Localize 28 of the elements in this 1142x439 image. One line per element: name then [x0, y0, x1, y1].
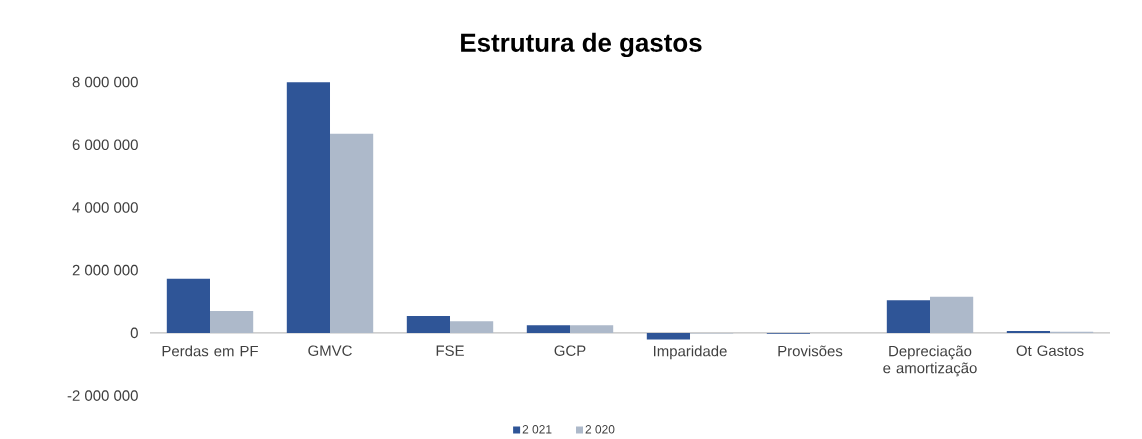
- x-tick-label: GCP: [554, 345, 586, 356]
- x-tick-label: Imparidade: [654, 345, 727, 360]
- y-tick-label: -2 000 000: [67, 390, 138, 401]
- bar: [406, 315, 450, 333]
- bar: [886, 300, 931, 333]
- x-tick-label: GMVC: [308, 345, 352, 356]
- x-tick-label: Provisões: [778, 345, 843, 357]
- bar: [450, 321, 494, 333]
- y-tick-label: 4 000 000: [72, 202, 138, 213]
- bar: [930, 296, 974, 333]
- y-tick-label: 8 000 000: [72, 76, 138, 88]
- bar: [570, 325, 614, 333]
- bar: [166, 278, 210, 333]
- x-tick-label: Depreciação e amortização: [883, 345, 977, 377]
- bar: [330, 133, 374, 333]
- x-tick-label: FSE: [436, 345, 464, 356]
- legend-label: 2 020: [585, 425, 615, 434]
- x-tick-label: Perdas em PF: [162, 345, 258, 357]
- bar: [646, 332, 691, 340]
- y-tick-label: 2 000 000: [72, 264, 138, 276]
- bar: [526, 325, 570, 333]
- bar: [286, 82, 330, 333]
- y-tick-label: 6 000 000: [72, 139, 138, 150]
- chart-title: Estrutura de gastos: [461, 32, 702, 58]
- y-tick-label: 0: [130, 327, 138, 339]
- bar: [210, 310, 254, 333]
- legend-label: 2 021: [522, 425, 552, 434]
- x-tick-label: Ot Gastos: [1016, 345, 1084, 356]
